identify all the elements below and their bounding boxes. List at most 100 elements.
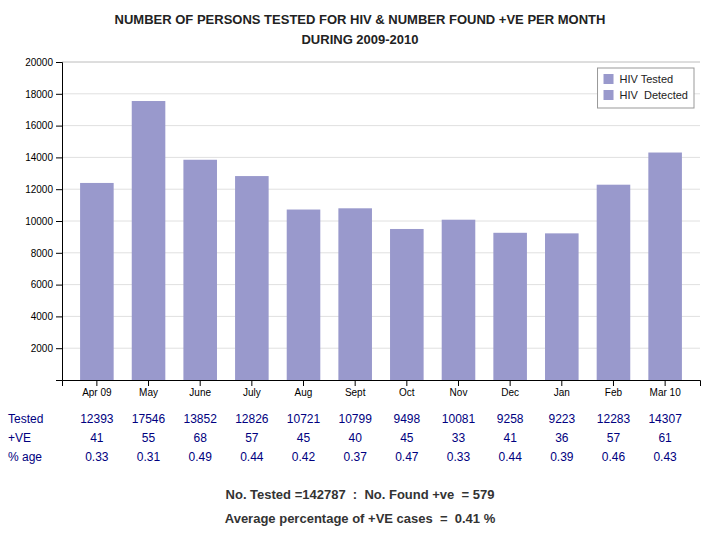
table-cell: 0.46 (602, 450, 626, 464)
tick-mark (96, 380, 97, 386)
tick: Aug (295, 380, 313, 398)
tick-label: July (243, 387, 261, 398)
table-cell: 12393 (80, 412, 114, 426)
tick-label: 10000 (25, 216, 53, 227)
tick-label: 18000 (25, 89, 53, 100)
y-axis: 2000 4000 6000 8000 10000 12000 14000 16000 1800… (25, 57, 62, 381)
table-cell: 41 (90, 431, 104, 445)
legend-item: HIV Tested (604, 73, 674, 85)
table-cell: 57 (245, 431, 259, 445)
table-cell: 10721 (287, 412, 321, 426)
legend-item: HIV Detected (604, 89, 688, 101)
table-cell: 45 (400, 431, 414, 445)
chart: NUMBER OF PERSONS TESTED FOR HIV & NUMBE… (0, 0, 720, 540)
table-cell: 0.42 (292, 450, 316, 464)
tick-label: 2000 (31, 343, 54, 354)
table-cell: 9498 (393, 412, 420, 426)
tick-mark (56, 316, 62, 317)
legend-swatch (604, 90, 614, 100)
axis-line (56, 63, 63, 381)
bar (80, 183, 114, 380)
tick: 6000 (31, 279, 62, 290)
table-cell: 68 (194, 431, 208, 445)
subtitle: DURING 2009-2010 (301, 32, 418, 47)
bar (390, 229, 424, 380)
tick-mark (200, 380, 201, 386)
tick: Dec (501, 380, 519, 398)
table-cell: 36 (555, 431, 569, 445)
table-cell: 0.43 (653, 450, 677, 464)
bar (442, 220, 476, 380)
tick-label: Apr 09 (82, 387, 112, 398)
table: Tested 12393 17546 13852 12826 10721 10799 9498… (8, 412, 682, 464)
table-row-label: +VE (8, 431, 31, 445)
table-cell: 17546 (132, 412, 166, 426)
tick-label: 14000 (25, 152, 53, 163)
tick-label: 6000 (31, 279, 54, 290)
tick: June (189, 380, 211, 398)
tick: 18000 (25, 89, 62, 100)
table-cell: 12283 (597, 412, 631, 426)
tick-label: Nov (450, 387, 468, 398)
table-cell: 10081 (442, 412, 476, 426)
legend-swatch (604, 74, 614, 84)
grid-line (62, 62, 700, 63)
tick-mark (458, 380, 459, 386)
tick: 20000 (25, 57, 62, 68)
table-cell: 33 (452, 431, 466, 445)
legend-label: HIV Tested (620, 73, 674, 85)
table-cell: 12826 (235, 412, 269, 426)
tick-label: June (189, 387, 211, 398)
tick-label: Jan (554, 387, 570, 398)
tick-mark (510, 380, 511, 386)
bar (183, 160, 217, 380)
tick: 2000 (31, 343, 62, 354)
table-cell: 0.39 (550, 450, 574, 464)
bar (493, 233, 527, 380)
tick-label: Oct (399, 387, 415, 398)
tick-mark (561, 380, 562, 386)
table-cell: 0.37 (343, 450, 367, 464)
legend-label: HIV Detected (620, 89, 688, 101)
bar (287, 210, 321, 380)
x-axis: Apr 09 May June July Aug Sept Oct Nov Dec Jan Feb M… (63, 380, 701, 398)
axis-line (63, 381, 701, 387)
tick-mark (56, 62, 62, 63)
legend: HIV Tested HIV Detected (598, 68, 694, 108)
table-row-label: Tested (8, 412, 43, 426)
tick-label: 8000 (31, 248, 54, 259)
table-cell: 0.33 (447, 450, 471, 464)
tick-mark (406, 380, 407, 386)
tick-label: May (139, 387, 158, 398)
tick: Oct (399, 380, 415, 398)
tick: Sept (345, 380, 366, 398)
table-row-label: % age (8, 450, 42, 464)
tick-label: Feb (605, 387, 623, 398)
tick: Mar 10 (650, 380, 682, 398)
table-cell: 41 (503, 431, 517, 445)
table-cell: 10799 (338, 412, 372, 426)
tick: May (139, 380, 158, 398)
tick: 12000 (25, 184, 62, 195)
frame-line (62, 62, 700, 63)
tick-mark (56, 157, 62, 158)
table-cell: 9258 (497, 412, 524, 426)
tick: 16000 (25, 120, 62, 131)
tick: 8000 (31, 248, 62, 259)
tick-mark (56, 94, 62, 95)
tick: July (243, 380, 261, 398)
table-cell: 13852 (184, 412, 218, 426)
tick-label: Dec (501, 387, 519, 398)
bar (648, 153, 682, 380)
plot: 2000 4000 6000 8000 10000 12000 14000 16000 1800… (25, 57, 700, 398)
table-cell: 40 (348, 431, 362, 445)
table-cell: 0.47 (395, 450, 419, 464)
tick: 4000 (31, 311, 62, 322)
tick-label: 16000 (25, 120, 53, 131)
table-cell: 0.44 (498, 450, 522, 464)
bar (132, 101, 166, 380)
annotation: No. Tested =142787 : No. Found +ve = 579 (226, 487, 495, 502)
tick: Apr 09 (82, 380, 112, 398)
tick-mark (56, 253, 62, 254)
table-cell: 0.44 (240, 450, 264, 464)
